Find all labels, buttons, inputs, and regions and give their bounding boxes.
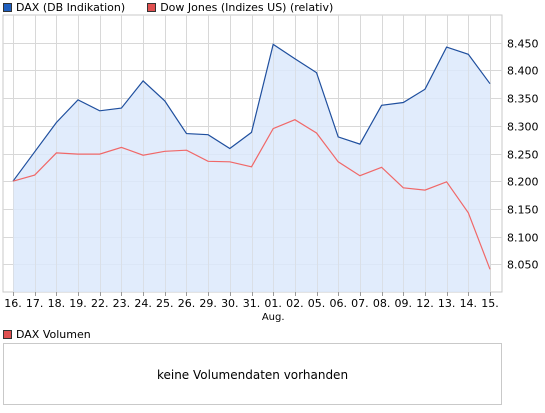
x-tick-label: 09.: [395, 297, 413, 310]
x-tick-label: 13.: [438, 297, 456, 310]
dax-series-line: [12, 43, 491, 182]
y-tick-label: 8.400: [507, 65, 539, 78]
x-tick-label: 29.: [199, 297, 217, 310]
y-tick-label: 8.300: [507, 121, 539, 134]
x-tick-label: 01.: [264, 297, 282, 310]
volume-legend-swatch: [3, 330, 12, 339]
legend-item-dow: Dow Jones (Indizes US) (relativ): [147, 1, 333, 14]
y-tick-label: 8.450: [507, 38, 539, 51]
x-tick-label: 12.: [416, 297, 434, 310]
x-tick-label: 14.: [460, 297, 478, 310]
volume-legend-label: DAX Volumen: [16, 328, 91, 341]
volume-empty-message: keine Volumendaten vorhanden: [156, 368, 349, 382]
dow-series-line: [12, 119, 491, 270]
top-legend: DAX (DB Indikation) Dow Jones (Indizes U…: [3, 0, 355, 14]
x-tick-label: 15.: [481, 297, 499, 310]
x-tick-label: 05.: [308, 297, 326, 310]
dow-legend-label: Dow Jones (Indizes US) (relativ): [160, 0, 334, 14]
x-tick-label: 23.: [113, 297, 131, 310]
x-tick-label: 30.: [221, 297, 239, 310]
price-chart: 8.050 8.100 8.150 8.200 8.250 8.300 8.350 8.400…: [2, 14, 539, 323]
x-tick-label: 16.: [4, 297, 22, 310]
x-tick-label: 26.: [178, 297, 196, 310]
x-tick-label: 02.: [286, 297, 304, 310]
x-tick-label: 24.: [134, 297, 152, 310]
x-tick-label: 06.: [329, 297, 347, 310]
x-tick-label: 22.: [91, 297, 109, 310]
dow-legend-swatch: [147, 2, 157, 12]
y-tick-label: 8.100: [507, 232, 539, 245]
legend-item-dax: DAX (DB Indikation): [3, 1, 125, 14]
y-tick-label: 8.050: [507, 259, 539, 272]
dax-area-fill: [13, 44, 490, 292]
x-tick-label: 31.: [243, 297, 261, 310]
volume-panel: keine Volumendaten vorhanden: [3, 343, 502, 405]
x-tick-label: 17.: [26, 297, 44, 310]
x-tick-label: 18.: [48, 297, 66, 310]
y-tick-label: 8.200: [507, 176, 539, 189]
dax-legend-label: DAX (DB Indikation): [16, 0, 126, 14]
x-month-label: Aug.: [262, 312, 285, 323]
x-tick-label: 19.: [69, 297, 87, 310]
y-tick-label: 8.350: [507, 93, 539, 106]
y-tick-label: 8.250: [507, 149, 539, 162]
x-tick-label: 08.: [373, 297, 391, 310]
x-tick-label: 25.: [156, 297, 174, 310]
dax-legend-swatch: [3, 2, 12, 12]
y-tick-label: 8.150: [507, 204, 539, 217]
volume-legend: DAX Volumen: [3, 328, 91, 341]
x-tick-label: 07.: [351, 297, 369, 310]
